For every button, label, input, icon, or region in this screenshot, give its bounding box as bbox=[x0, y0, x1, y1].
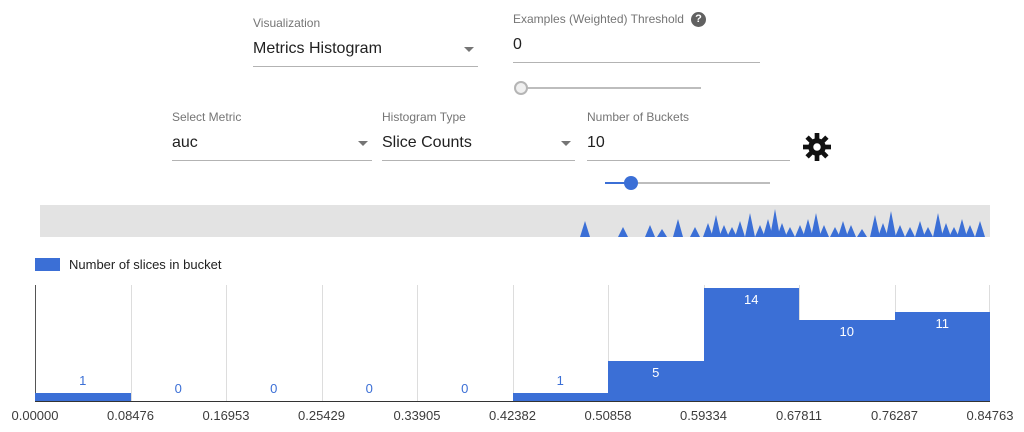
bar-value-label: 1 bbox=[79, 373, 87, 388]
visualization-dropdown[interactable]: Metrics Histogram bbox=[253, 38, 478, 67]
gridline bbox=[608, 285, 609, 401]
settings-gear-icon[interactable] bbox=[803, 133, 831, 161]
bar-value-label: 1 bbox=[556, 373, 564, 388]
bar-value-label: 0 bbox=[365, 381, 373, 396]
histogram-bar[interactable] bbox=[894, 312, 990, 401]
histogram-plot: 1 0 0 0 0 1 5 14 10 11 bbox=[35, 285, 990, 402]
buckets-slider[interactable] bbox=[605, 176, 770, 190]
num-buckets-input-wrap bbox=[587, 132, 790, 161]
overview-spikes bbox=[580, 209, 985, 237]
gridline bbox=[130, 285, 132, 401]
buckets-slider-knob[interactable] bbox=[624, 176, 639, 190]
bar-value-label: 10 bbox=[839, 324, 854, 339]
threshold-control: Examples (Weighted) Threshold ? bbox=[513, 11, 760, 95]
select-metric-label: Select Metric bbox=[172, 110, 242, 124]
threshold-input[interactable] bbox=[513, 36, 760, 54]
overview-brush-strip[interactable] bbox=[40, 205, 990, 237]
x-axis-label: 0.00000 bbox=[11, 408, 59, 423]
gridline bbox=[226, 285, 227, 401]
histogram-type-value: Slice Counts bbox=[382, 134, 472, 151]
x-axis-label: 0.25429 bbox=[298, 408, 345, 423]
x-axis-label: 0.50858 bbox=[584, 408, 632, 423]
threshold-slider-knob[interactable] bbox=[514, 81, 528, 95]
num-buckets-input[interactable] bbox=[587, 134, 790, 152]
gridline bbox=[417, 285, 418, 401]
buckets-slider-fill bbox=[605, 182, 632, 184]
chart-legend: Number of slices in bucket bbox=[35, 257, 221, 272]
num-buckets-control: Number of Buckets bbox=[587, 110, 790, 190]
select-metric-control: Select Metric auc bbox=[172, 110, 372, 161]
y-axis-line bbox=[35, 285, 36, 401]
visualization-control: Visualization Metrics Histogram bbox=[253, 16, 478, 67]
bar-value-label: 5 bbox=[652, 365, 660, 380]
histogram-type-dropdown[interactable]: Slice Counts bbox=[382, 132, 575, 161]
x-axis-label: 0.76287 bbox=[871, 408, 918, 423]
histogram-bar[interactable] bbox=[608, 361, 704, 401]
legend-color-swatch bbox=[35, 258, 60, 271]
x-axis-label: 0.42382 bbox=[489, 408, 536, 423]
x-axis-label: 0.84763 bbox=[966, 408, 1014, 423]
select-metric-value: auc bbox=[172, 134, 198, 151]
x-axis-label: 0.33905 bbox=[393, 408, 441, 423]
legend-label: Number of slices in bucket bbox=[69, 257, 222, 272]
histogram-bar[interactable] bbox=[35, 393, 131, 401]
gridline bbox=[512, 285, 514, 401]
chevron-down-icon bbox=[464, 47, 474, 52]
bar-value-label: 0 bbox=[461, 381, 469, 396]
select-metric-dropdown[interactable]: auc bbox=[172, 132, 372, 161]
bar-value-label: 0 bbox=[270, 381, 278, 396]
threshold-slider-track bbox=[521, 87, 701, 89]
histogram-bar[interactable] bbox=[703, 288, 799, 401]
histogram-type-label: Histogram Type bbox=[382, 110, 466, 124]
visualization-label: Visualization bbox=[253, 16, 321, 30]
num-buckets-label: Number of Buckets bbox=[587, 110, 690, 124]
chevron-down-icon bbox=[358, 141, 368, 146]
bar-value-label: 11 bbox=[935, 316, 950, 331]
x-axis-label: 0.16953 bbox=[202, 408, 250, 423]
visualization-value: Metrics Histogram bbox=[253, 40, 382, 57]
histogram-type-control: Histogram Type Slice Counts bbox=[382, 110, 575, 161]
chevron-down-icon bbox=[561, 141, 571, 146]
threshold-slider[interactable] bbox=[514, 81, 701, 95]
threshold-input-wrap bbox=[513, 34, 760, 63]
x-axis-label: 0.08476 bbox=[107, 408, 154, 423]
histogram-bar[interactable] bbox=[799, 320, 895, 401]
x-axis-label: 0.67811 bbox=[775, 408, 823, 423]
help-icon[interactable]: ? bbox=[690, 11, 706, 27]
bar-value-label: 14 bbox=[744, 292, 759, 307]
gridline bbox=[321, 285, 323, 401]
threshold-label: Examples (Weighted) Threshold bbox=[513, 12, 684, 26]
bar-value-label: 0 bbox=[174, 381, 182, 396]
buckets-slider-track bbox=[605, 182, 770, 184]
histogram-bar[interactable] bbox=[512, 393, 608, 401]
x-axis-label: 0.59334 bbox=[680, 408, 727, 423]
